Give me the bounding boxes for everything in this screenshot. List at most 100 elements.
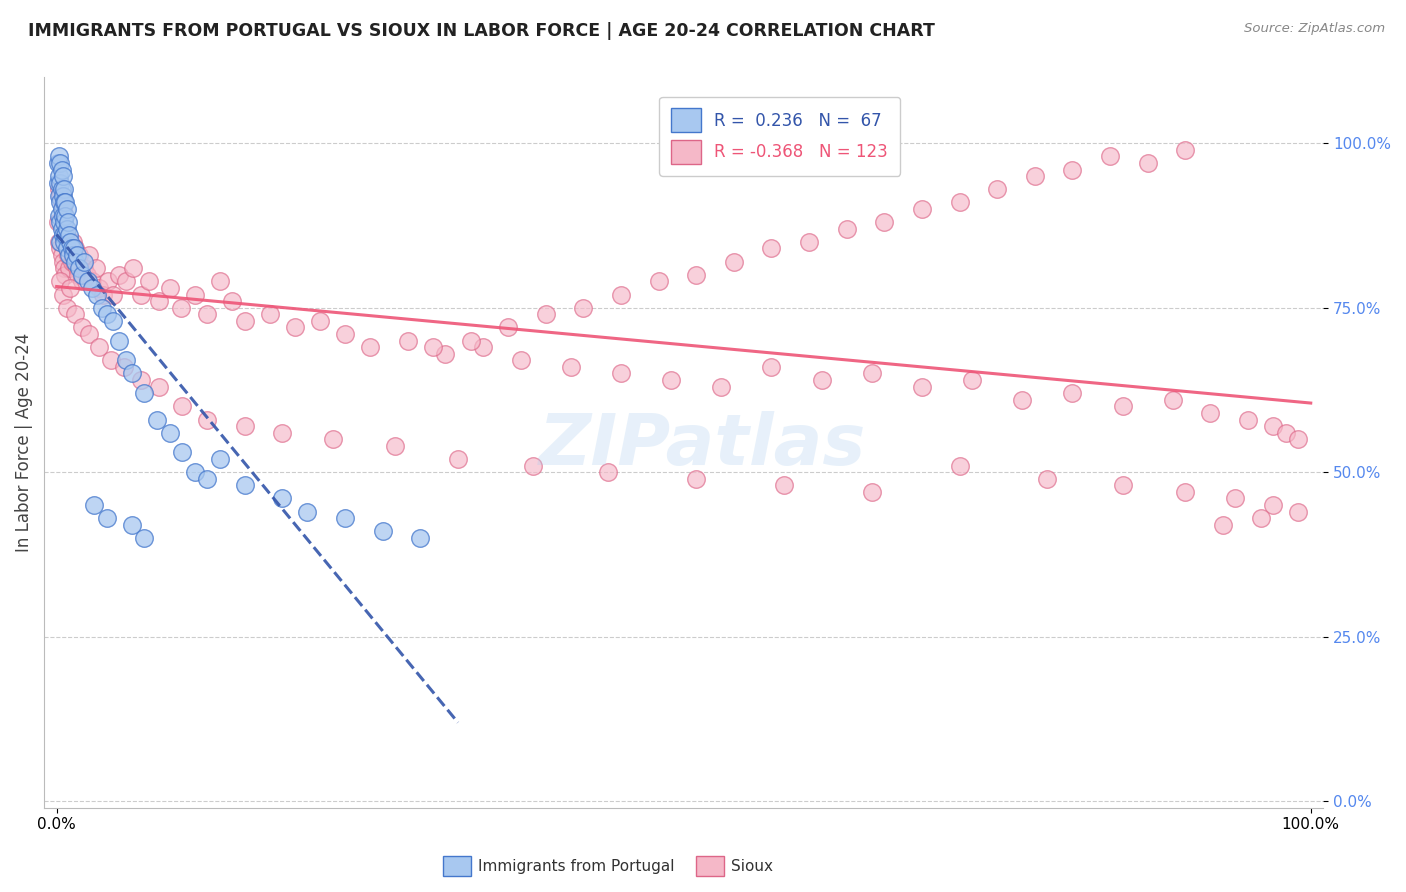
Point (55, 268, 77, 282)
Point (70, 268, 93, 282)
Point (1212, 517, 1234, 532)
Point (333, 326, 356, 341)
Point (121, 367, 143, 381)
Point (48, 209, 70, 223)
Point (80, 281, 103, 295)
Text: Sioux: Sioux (731, 859, 773, 873)
Point (371, 524, 394, 539)
Point (572, 301, 595, 315)
Point (63, 254, 86, 268)
Point (233, 478, 256, 492)
Point (80, 274, 103, 288)
Point (59, 242, 82, 256)
Point (860, 484, 883, 499)
Point (53, 182, 76, 196)
Point (86, 287, 108, 301)
Point (1225, 491, 1247, 506)
Point (284, 320, 307, 334)
Point (509, 353, 531, 368)
Point (114, 274, 136, 288)
Point (129, 287, 152, 301)
Point (1062, 386, 1084, 401)
Point (46, 215, 69, 229)
Point (129, 373, 152, 387)
Point (58, 261, 80, 276)
Point (73, 254, 96, 268)
Point (112, 359, 135, 374)
Point (56, 215, 79, 229)
Point (134, 386, 156, 401)
Point (48, 169, 70, 183)
Point (100, 353, 122, 368)
Point (62, 248, 84, 262)
Point (233, 314, 256, 328)
Point (1024, 169, 1046, 183)
Point (52, 254, 75, 268)
Point (58, 228, 80, 243)
Point (148, 294, 170, 309)
Point (797, 235, 820, 249)
Point (46, 176, 69, 190)
Point (58, 248, 80, 262)
Point (76, 268, 98, 282)
Point (359, 340, 381, 354)
Point (49, 215, 72, 229)
Point (52, 209, 75, 223)
Point (1036, 472, 1059, 486)
Point (1237, 412, 1260, 426)
Point (1174, 484, 1197, 499)
Point (685, 472, 707, 486)
Point (810, 373, 832, 387)
Point (710, 379, 733, 393)
Point (1062, 162, 1084, 177)
Point (221, 294, 243, 309)
Point (146, 412, 169, 426)
Point (65, 254, 87, 268)
Point (83, 498, 105, 512)
Point (472, 340, 495, 354)
Point (66, 268, 89, 282)
Point (598, 465, 620, 479)
Point (55, 195, 77, 210)
Point (56, 248, 79, 262)
Point (49, 189, 72, 203)
Point (51, 221, 73, 235)
Point (1286, 432, 1309, 446)
Point (55, 209, 77, 223)
Point (59, 281, 82, 295)
Point (911, 379, 934, 393)
Point (70, 320, 93, 334)
Legend: R =  0.236   N =  67, R = -0.368   N = 123: R = 0.236 N = 67, R = -0.368 N = 123 (659, 96, 900, 176)
Point (986, 182, 1008, 196)
Point (159, 425, 181, 440)
Point (53, 261, 76, 276)
Point (66, 248, 89, 262)
Point (49, 156, 72, 170)
Point (659, 373, 682, 387)
Point (108, 334, 131, 348)
Point (138, 274, 160, 288)
Point (1261, 419, 1284, 434)
Point (49, 242, 72, 256)
Point (52, 202, 75, 216)
Point (723, 254, 745, 268)
Point (51, 182, 73, 196)
Point (53, 215, 76, 229)
Point (148, 379, 170, 393)
Point (89, 340, 111, 354)
Point (873, 215, 896, 229)
Point (1274, 425, 1296, 440)
Point (65, 307, 87, 321)
Point (422, 340, 444, 354)
Point (948, 195, 970, 210)
Point (53, 195, 76, 210)
Point (322, 432, 344, 446)
Point (55, 301, 77, 315)
Point (62, 235, 84, 249)
Point (534, 307, 557, 321)
Point (60, 242, 83, 256)
Point (1136, 156, 1159, 170)
Point (52, 228, 75, 243)
Point (51, 248, 73, 262)
Point (49, 176, 72, 190)
